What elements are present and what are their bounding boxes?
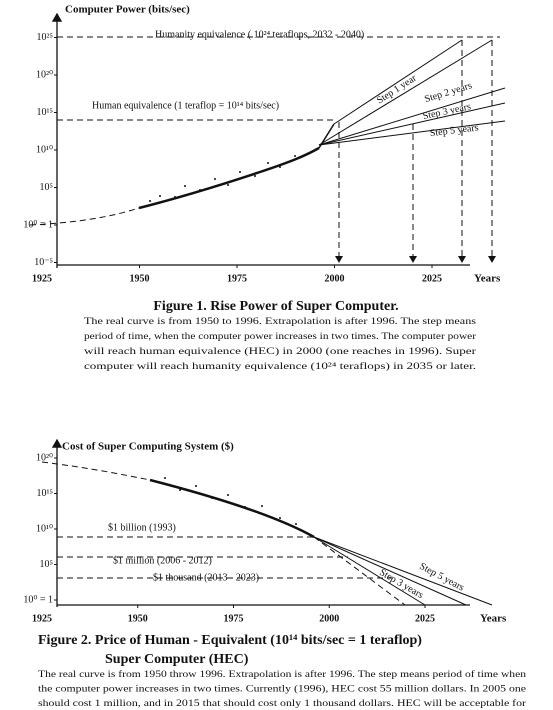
x-tick-label: 1925 [32, 613, 52, 624]
figure-2-drawing [41, 438, 493, 607]
y-axis-title: Cost of Super Computing System ($) [62, 441, 234, 453]
y-tick-label: 10¹⁰ [36, 523, 53, 534]
annotation: Human equivalence (1 teraflop = 10¹⁴ bit… [92, 100, 279, 111]
x-tick-label: 2025 [415, 613, 435, 624]
y-tick-label: 10¹⁵ [37, 488, 53, 499]
y-tick-label: 10²⁰ [36, 452, 53, 463]
x-axis-title: Years [480, 613, 507, 625]
x-tick-label: 1950 [130, 273, 150, 284]
x-tick-label: 1950 [128, 613, 148, 624]
y-tick-label: 10¹⁵ [37, 107, 53, 118]
annotation: $1 million (2006 - 2012) [113, 555, 212, 566]
y-tick-label: 10⁰ = 1 [23, 594, 53, 605]
y-tick-label: 10⁵ [40, 559, 54, 570]
caption-line: the computer power increases in two time… [38, 684, 526, 695]
x-tick-label: 1925 [32, 273, 52, 284]
y-tick-label: 10²⁰ [36, 69, 53, 80]
y-tick-label: 10⁵ [40, 182, 54, 193]
caption-line: The real curve is from 1950 to 1996. Ext… [84, 316, 476, 327]
y-axis-title: Computer Power (bits/sec) [65, 4, 190, 16]
x-tick-label: 1975 [224, 613, 244, 624]
caption-title: Figure 1. Rise Power of Super Computer. [153, 299, 398, 314]
caption-line: should cost 1 million, and in 2015 that … [38, 698, 527, 709]
caption-line: period of time, when the computer power … [84, 331, 477, 342]
caption-subtitle: Super Computer (HEC) [105, 652, 249, 667]
y-tick-label: 10¹⁰ [36, 144, 53, 155]
x-axis-title: Years [474, 273, 501, 285]
y-tick-label: 10²⁵ [37, 32, 53, 43]
x-tick-label: 2000 [319, 613, 339, 624]
annotation: $1 billion (1993) [108, 522, 176, 533]
x-tick-label: 1975 [227, 273, 247, 284]
caption-line: computer will reach humanity equivalence… [84, 361, 476, 372]
y-tick-label: 10⁻⁵ [34, 257, 53, 268]
caption-line: The real curve is from 1950 throw 1996. … [38, 669, 526, 680]
annotation: $1 thousand (2013 - 2023) [153, 572, 259, 583]
x-tick-label: 2025 [422, 273, 442, 284]
annotation: Humanity equivalence ( 10²⁴ teraflops, 2… [155, 29, 364, 40]
caption-line: will reach human equivalence (HEC) in 20… [84, 346, 477, 357]
x-tick-label: 2000 [325, 273, 345, 284]
caption-title: Figure 2. Price of Human - Equivalent (1… [38, 633, 422, 648]
figure-1-drawing [29, 12, 506, 268]
y-tick-label: 10⁰ = 1 [23, 219, 53, 230]
